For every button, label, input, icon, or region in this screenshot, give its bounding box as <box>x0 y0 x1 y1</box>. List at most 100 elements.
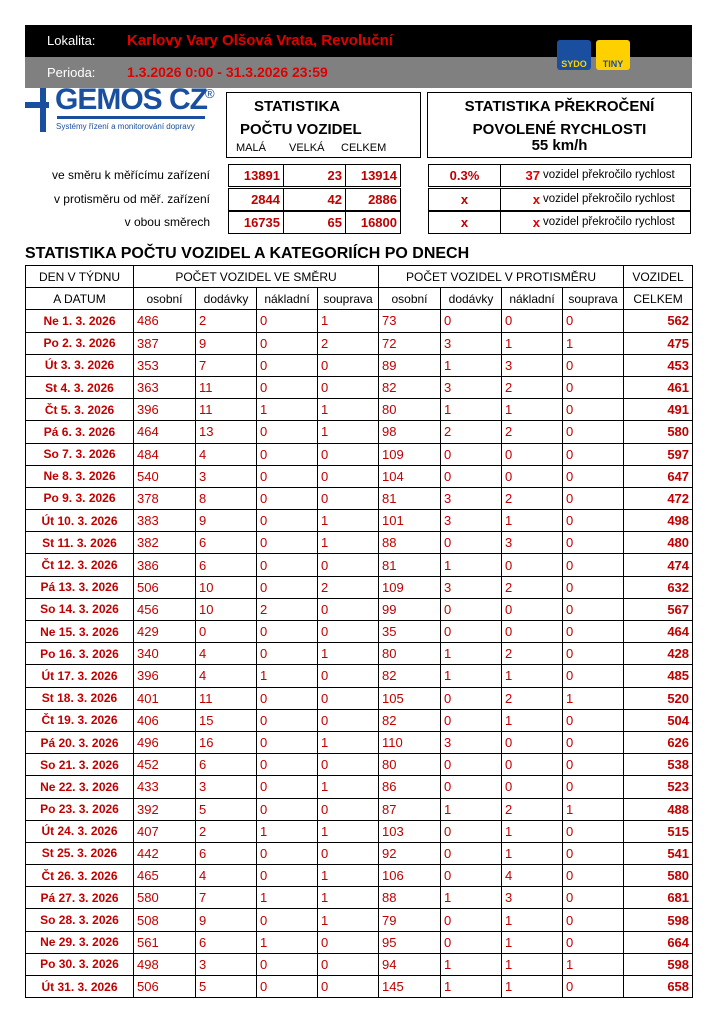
count-cell: 0 <box>256 775 318 799</box>
count-cell: 464 <box>623 619 694 644</box>
count-cell: 11 <box>195 375 257 400</box>
count-cell: 0 <box>440 930 502 954</box>
location: Karlovy Vary Olšová Vrata, Revoluční <box>127 32 393 49</box>
count-cell: 0 <box>501 442 563 466</box>
count-cell: 540 <box>133 464 196 488</box>
count-cell: 0 <box>195 619 257 644</box>
count-cell: 0 <box>317 797 379 821</box>
count-cell: 72 <box>378 331 441 355</box>
count-cell: 456 <box>133 597 196 622</box>
speeding-text: vozidel překročilo rychlost <box>543 216 675 228</box>
count-cell: 2 <box>195 309 257 333</box>
count-cell: 496 <box>133 730 196 755</box>
count-cell: 2 <box>501 420 563 444</box>
count-cell: 0 <box>256 797 318 821</box>
table-row: Ne 22. 3. 2026 433 3 0 1 86 0 0 0 523 <box>25 775 694 799</box>
count-cell: 0 <box>561 841 625 866</box>
count-column: VELKÁ <box>289 142 325 154</box>
count-cell: 88 <box>378 531 441 555</box>
count-cell: 0 <box>501 597 563 622</box>
count-cell: 13914 <box>345 164 401 187</box>
count-cell: 632 <box>623 575 694 599</box>
count-cell: 1 <box>440 553 502 577</box>
count-cell: 9 <box>195 331 257 355</box>
count-cell: 4 <box>195 642 257 666</box>
count-cell: 0 <box>256 952 318 977</box>
count-cell: 0 <box>561 398 625 422</box>
count-cell: 0 <box>501 775 563 799</box>
day-cell: Pá 27. 3. 2026 <box>25 886 134 910</box>
count-cell: 3 <box>501 353 563 377</box>
count-cell: 23 <box>283 164 346 187</box>
count-cell: 378 <box>133 486 196 511</box>
count-cell: 82 <box>378 664 441 688</box>
count-cell: 580 <box>623 864 694 888</box>
count-cell: 0 <box>561 553 625 577</box>
table-row: St 25. 3. 2026 442 6 0 0 92 0 1 0 541 <box>25 841 694 866</box>
logo-tiny: TINY <box>596 40 630 70</box>
count-cell: 6 <box>195 841 257 866</box>
count-cell: 1 <box>317 819 379 843</box>
count-cell: 0 <box>440 864 502 888</box>
count-cell: 0 <box>561 819 625 843</box>
summary-label: v protisměru od měř. zařízení <box>53 191 210 206</box>
count-cell: 0 <box>256 331 318 355</box>
table-row: Pá 13. 3. 2026 506 10 0 2 109 3 2 0 632 <box>25 575 694 599</box>
table-row: Út 10. 3. 2026 383 9 0 1 101 3 1 0 498 <box>25 509 694 533</box>
table-row: Ne 29. 3. 2026 561 6 1 0 95 0 1 0 664 <box>25 930 694 954</box>
speeding-text: vozidel překročilo rychlost <box>543 192 675 205</box>
count-cell: 480 <box>623 531 694 555</box>
table-row: Čt 19. 3. 2026 406 15 0 0 82 0 1 0 504 <box>25 708 694 732</box>
count-cell: 13891 <box>228 164 284 187</box>
count-cell: 498 <box>623 509 694 533</box>
count-cell: 523 <box>623 775 694 799</box>
speed-title: POVOLENÉ RYCHLOSTI <box>472 121 647 138</box>
speeding-cell <box>500 164 691 187</box>
table-row: So 14. 3. 2026 456 10 2 0 99 0 0 0 567 <box>25 597 694 622</box>
table-row: So 21. 3. 2026 452 6 0 0 80 0 0 0 538 <box>25 753 694 777</box>
count-cell: 92 <box>378 841 441 866</box>
count-cell: 520 <box>623 686 694 710</box>
day-cell: Pá 20. 3. 2026 <box>25 730 134 755</box>
count-cell: 0 <box>501 464 563 488</box>
count-cell: 0 <box>440 775 502 799</box>
count-cell: 6 <box>195 553 257 577</box>
count-cell: 0 <box>256 442 318 466</box>
count-cell: 80 <box>378 398 441 422</box>
count-cell: 1 <box>501 664 563 688</box>
count-cell: 382 <box>133 531 196 555</box>
subcolumn-header: osobní <box>133 287 196 311</box>
count-cell: 0 <box>440 619 502 644</box>
count-cell: 1 <box>561 952 625 977</box>
count-cell: 0 <box>317 952 379 977</box>
table-row: Pá 27. 3. 2026 580 7 1 1 88 1 3 0 681 <box>25 886 694 910</box>
count-cell: 105 <box>378 686 441 710</box>
count-cell: 16 <box>195 730 257 755</box>
count-cell: 0 <box>501 753 563 777</box>
count-cell: 0 <box>440 841 502 866</box>
count-cell: 401 <box>133 686 196 710</box>
count-cell: 1 <box>501 708 563 732</box>
count-cell: 1 <box>501 841 563 866</box>
count-cell: 0 <box>317 753 379 777</box>
day-cell: Po 9. 3. 2026 <box>25 486 134 511</box>
count-cell: 1 <box>317 309 379 333</box>
count-cell: 664 <box>623 930 694 954</box>
count-cell: 0 <box>501 309 563 333</box>
day-cell: Po 30. 3. 2026 <box>25 952 134 977</box>
count-cell: 0 <box>256 753 318 777</box>
count-cell: 99 <box>378 597 441 622</box>
count-cell: 2 <box>501 575 563 599</box>
count-cell: 0 <box>256 908 318 932</box>
day-cell: Čt 12. 3. 2026 <box>25 553 134 577</box>
summary-label: ve směru k měřícímu zařízení <box>51 168 210 182</box>
count-cell: 0 <box>561 375 625 400</box>
count-cell: 82 <box>378 708 441 732</box>
count-cell: 1 <box>501 952 563 977</box>
table-row: Út 24. 3. 2026 407 2 1 1 103 0 1 0 515 <box>25 819 694 843</box>
count-cell: 0 <box>256 353 318 377</box>
count-cell: 508 <box>133 908 196 932</box>
day-cell: Po 2. 3. 2026 <box>25 331 134 355</box>
table-row: So 7. 3. 2026 484 4 0 0 109 0 0 0 597 <box>25 442 694 466</box>
table-row: Út 3. 3. 2026 353 7 0 0 89 1 3 0 453 <box>25 353 694 377</box>
